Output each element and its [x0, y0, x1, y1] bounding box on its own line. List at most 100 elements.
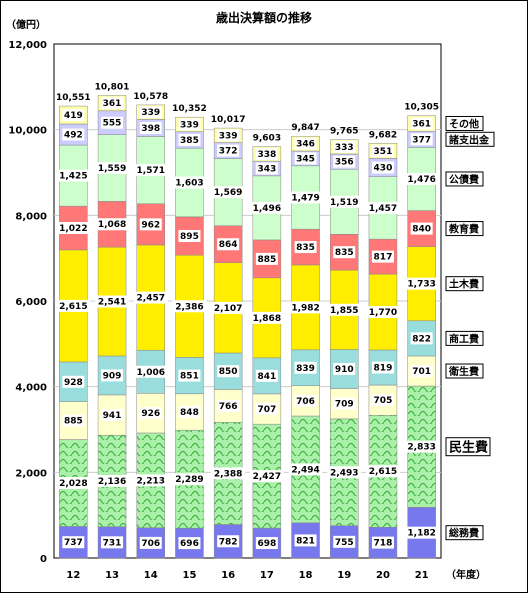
- x-tick-label: 21: [415, 570, 429, 581]
- data-label-bg: [62, 128, 85, 141]
- y-tick-label: 2,000: [15, 468, 47, 479]
- data-label: 339: [141, 108, 160, 118]
- data-label: 910: [335, 365, 354, 375]
- data-label-bg: [410, 332, 433, 345]
- x-tick-label: 14: [144, 570, 158, 581]
- data-label: 885: [64, 417, 83, 427]
- data-label-bg: [211, 467, 246, 480]
- data-label: 2,107: [214, 304, 242, 314]
- data-label-bg: [211, 186, 246, 199]
- data-label: 817: [374, 253, 393, 263]
- data-label: 819: [374, 363, 393, 373]
- data-label-bg: [371, 394, 394, 407]
- data-label-bg: [410, 133, 433, 146]
- data-label: 835: [296, 243, 315, 253]
- data-label-bg: [294, 361, 317, 374]
- data-label-bg: [101, 97, 124, 110]
- data-label: 841: [257, 372, 276, 382]
- data-label: 430: [374, 164, 393, 174]
- data-label: 1,006: [137, 368, 165, 378]
- total-label: 10,017: [211, 115, 246, 125]
- data-label-bg: [410, 117, 433, 130]
- legend-box: [445, 171, 484, 187]
- y-tick-labels: 0 2,000 4,000 6,000 8,000 10,000 12,000: [8, 40, 47, 565]
- data-label: 419: [64, 111, 83, 121]
- data-label-bg: [404, 277, 439, 290]
- legend-label: 諸支出金: [449, 133, 490, 146]
- legend-label: 教育費: [448, 223, 479, 236]
- y-tick-label: 0: [40, 554, 47, 565]
- data-label-bg: [172, 300, 207, 313]
- data-label-bg: [410, 222, 433, 235]
- data-label: 1,068: [98, 220, 126, 230]
- data-label-bg: [133, 474, 168, 487]
- data-label: 361: [412, 119, 431, 129]
- data-label: 372: [219, 147, 238, 157]
- data-label: 2,386: [175, 302, 203, 312]
- x-tick-label: 20: [376, 570, 390, 581]
- data-label-bg: [294, 534, 317, 547]
- data-label-bg: [249, 470, 284, 483]
- data-label-bg: [288, 463, 323, 476]
- x-tick-labels: 12 13 14 15 16 17 18 19 20 21: [66, 570, 428, 581]
- data-label: 2,388: [214, 469, 242, 479]
- data-label: 822: [412, 334, 431, 344]
- total-label: 9,847: [291, 123, 319, 133]
- data-label: 835: [335, 248, 354, 258]
- data-label: 851: [180, 372, 199, 382]
- data-label: 1,770: [369, 308, 397, 318]
- data-label: 343: [257, 164, 276, 174]
- data-label-bg: [56, 222, 91, 235]
- data-label-bg: [255, 252, 278, 265]
- data-label: 356: [335, 158, 354, 168]
- data-label-bg: [327, 466, 362, 479]
- legend-label: 商工費: [449, 332, 479, 345]
- data-label-bg: [101, 536, 124, 549]
- data-label: 2,028: [59, 479, 87, 489]
- legend-box: [445, 276, 484, 292]
- data-label-bg: [101, 409, 124, 422]
- data-label: 1,182: [407, 529, 435, 539]
- data-label: 1,855: [330, 306, 358, 316]
- data-label-bg: [95, 218, 130, 231]
- data-label-bg: [139, 407, 162, 420]
- data-label-bg: [56, 299, 91, 312]
- data-label: 709: [335, 400, 354, 410]
- data-label-bg: [62, 375, 85, 388]
- data-label: 696: [180, 539, 199, 549]
- legend-label: 土木費: [449, 278, 479, 291]
- data-label: 840: [412, 225, 431, 235]
- legend-box: [445, 115, 484, 131]
- data-label-bg: [255, 537, 278, 550]
- data-label: 555: [103, 119, 122, 129]
- data-label-bg: [178, 118, 201, 131]
- data-label: 821: [296, 536, 315, 546]
- legend: 総務費 民生費 衛生費 商工費 土木費 教育費 公債費 諸支出金 その他: [445, 115, 495, 541]
- data-label-bg: [133, 291, 168, 304]
- data-label-bg: [139, 218, 162, 231]
- data-label-bg: [255, 369, 278, 382]
- data-label: 1,982: [291, 303, 319, 313]
- y-tick-label: 10,000: [8, 126, 47, 137]
- data-label: 941: [103, 411, 122, 421]
- data-label: 2,615: [369, 467, 397, 477]
- x-tick-label: 18: [299, 570, 313, 581]
- data-label: 731: [103, 538, 122, 548]
- x-tick-label: 19: [337, 570, 351, 581]
- x-tick-label: 16: [221, 570, 235, 581]
- data-label-bg: [333, 155, 356, 168]
- y-tick-label: 4,000: [15, 383, 47, 394]
- total-label: 10,305: [404, 103, 439, 113]
- x-axis-label: （年度）: [446, 568, 486, 581]
- data-label: 1,559: [98, 164, 126, 174]
- data-label: 339: [180, 120, 199, 130]
- data-label-bg: [178, 133, 201, 146]
- total-label: 9,603: [253, 134, 281, 144]
- data-label: 385: [180, 136, 199, 146]
- data-label-bg: [172, 176, 207, 189]
- data-label-bg: [365, 306, 400, 319]
- data-label: 1,022: [59, 224, 87, 234]
- y-tick-label: 6,000: [15, 297, 47, 308]
- data-label: 2,615: [59, 302, 87, 312]
